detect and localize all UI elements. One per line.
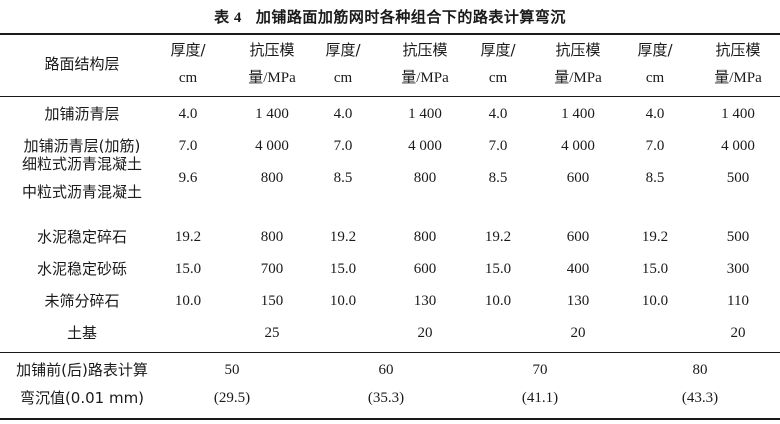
header-col-line1: 厚度/ bbox=[325, 41, 361, 59]
table-cell: 130 bbox=[413, 293, 437, 309]
row-label: 中粒式沥青混凝土 bbox=[21, 183, 142, 201]
table-number: 表 4 bbox=[214, 10, 242, 26]
table-cell: 600 bbox=[566, 229, 590, 245]
table-cell: 1 400 bbox=[561, 106, 595, 122]
table-cell: 4 000 bbox=[561, 138, 595, 154]
table-cell: 4.0 bbox=[645, 106, 665, 122]
deflection-before: 80 bbox=[692, 362, 708, 378]
deflection-before: 70 bbox=[532, 362, 548, 378]
table-cell: 19.2 bbox=[329, 229, 357, 245]
deflection-before: 60 bbox=[378, 362, 394, 378]
table-cell: 9.6 bbox=[178, 170, 198, 186]
deflection-after: (35.3) bbox=[367, 390, 405, 406]
table-cell: 150 bbox=[260, 293, 284, 309]
row-label: 加铺沥青层(加筋) bbox=[23, 137, 141, 155]
header-col-line1: 抗压模 bbox=[715, 41, 761, 59]
row-label: 细粒式沥青混凝土 bbox=[21, 155, 142, 173]
table-cell: 25 bbox=[264, 325, 280, 341]
table-cell: 15.0 bbox=[484, 261, 512, 277]
table-cell: 700 bbox=[260, 261, 284, 277]
table-cell: 20 bbox=[570, 325, 586, 341]
row-label: 水泥稳定砂砾 bbox=[36, 260, 127, 278]
table-cell: 10.0 bbox=[174, 293, 202, 309]
header-col-line2: cm bbox=[645, 70, 665, 86]
table-cell: 4 000 bbox=[721, 138, 755, 154]
table-cell: 4 000 bbox=[255, 138, 289, 154]
table-cell: 600 bbox=[413, 261, 437, 277]
table-cell: 10.0 bbox=[641, 293, 669, 309]
deflection-before: 50 bbox=[224, 362, 240, 378]
header-col-line2: 量/MPa bbox=[248, 70, 296, 86]
table-cell: 19.2 bbox=[174, 229, 202, 245]
table-cell: 1 400 bbox=[408, 106, 442, 122]
header-col-line1: 厚度/ bbox=[480, 41, 516, 59]
table-cell: 1 400 bbox=[255, 106, 289, 122]
deflection-after: (29.5) bbox=[213, 390, 251, 406]
table-cell: 800 bbox=[413, 229, 437, 245]
row-label: 未筛分碎石 bbox=[44, 292, 120, 310]
header-col-line2: 量/MPa bbox=[714, 70, 762, 86]
table-cell: 7.0 bbox=[488, 138, 508, 154]
table-cell: 4 000 bbox=[408, 138, 442, 154]
header-col-line2: 量/MPa bbox=[554, 70, 602, 86]
table-cell: 1 400 bbox=[721, 106, 755, 122]
header-col-line1: 抗压模 bbox=[555, 41, 601, 59]
table-cell: 400 bbox=[566, 261, 590, 277]
table-cell: 7.0 bbox=[178, 138, 198, 154]
table-cell: 500 bbox=[726, 170, 750, 186]
row-label: 水泥稳定碎石 bbox=[36, 228, 127, 246]
table-title: 表 4 加铺路面加筋网时各种组合下的路表计算弯沉 bbox=[0, 6, 780, 27]
header-col-line1: 抗压模 bbox=[249, 41, 295, 59]
table-cell: 10.0 bbox=[329, 293, 357, 309]
header-col-line1: 厚度/ bbox=[637, 41, 673, 59]
header-col-line2: 量/MPa bbox=[401, 70, 449, 86]
header-col-line1: 抗压模 bbox=[402, 41, 448, 59]
body-rule bbox=[0, 352, 780, 353]
table-cell: 110 bbox=[727, 293, 749, 309]
deflection-after: (43.3) bbox=[681, 390, 719, 406]
table-cell: 4.0 bbox=[333, 106, 353, 122]
table-cell: 19.2 bbox=[641, 229, 669, 245]
footer-label-1: 加铺前(后)路表计算 bbox=[16, 361, 148, 379]
table-cell: 130 bbox=[566, 293, 590, 309]
header-col-line2: cm bbox=[333, 70, 353, 86]
table-cell: 600 bbox=[566, 170, 590, 186]
table-cell: 15.0 bbox=[641, 261, 669, 277]
table-cell: 20 bbox=[730, 325, 746, 341]
table-cell: 300 bbox=[726, 261, 750, 277]
table-cell: 800 bbox=[260, 170, 284, 186]
row-label: 加铺沥青层 bbox=[44, 105, 120, 123]
table-caption: 加铺路面加筋网时各种组合下的路表计算弯沉 bbox=[255, 8, 566, 26]
header-col-line2: cm bbox=[488, 70, 508, 86]
top-rule bbox=[0, 33, 780, 35]
table-cell: 7.0 bbox=[333, 138, 353, 154]
header-col-line2: cm bbox=[178, 70, 198, 86]
table-cell: 20 bbox=[417, 325, 433, 341]
footer-label-2: 弯沉值(0.01 mm) bbox=[19, 389, 145, 407]
header-rule bbox=[0, 96, 780, 97]
bottom-rule bbox=[0, 418, 780, 420]
table-cell: 800 bbox=[413, 170, 437, 186]
table-cell: 7.0 bbox=[645, 138, 665, 154]
table-cell: 8.5 bbox=[333, 170, 353, 186]
row-label: 土基 bbox=[66, 324, 97, 342]
table-cell: 19.2 bbox=[484, 229, 512, 245]
header-col-line1: 厚度/ bbox=[170, 41, 206, 59]
table-cell: 10.0 bbox=[484, 293, 512, 309]
table-cell: 4.0 bbox=[178, 106, 198, 122]
table-cell: 8.5 bbox=[645, 170, 665, 186]
table-cell: 15.0 bbox=[329, 261, 357, 277]
deflection-after: (41.1) bbox=[521, 390, 559, 406]
table-cell: 800 bbox=[260, 229, 284, 245]
table-cell: 500 bbox=[726, 229, 750, 245]
header-layer-label: 路面结构层 bbox=[44, 55, 120, 73]
table-cell: 4.0 bbox=[488, 106, 508, 122]
table-cell: 8.5 bbox=[488, 170, 508, 186]
table-cell: 15.0 bbox=[174, 261, 202, 277]
